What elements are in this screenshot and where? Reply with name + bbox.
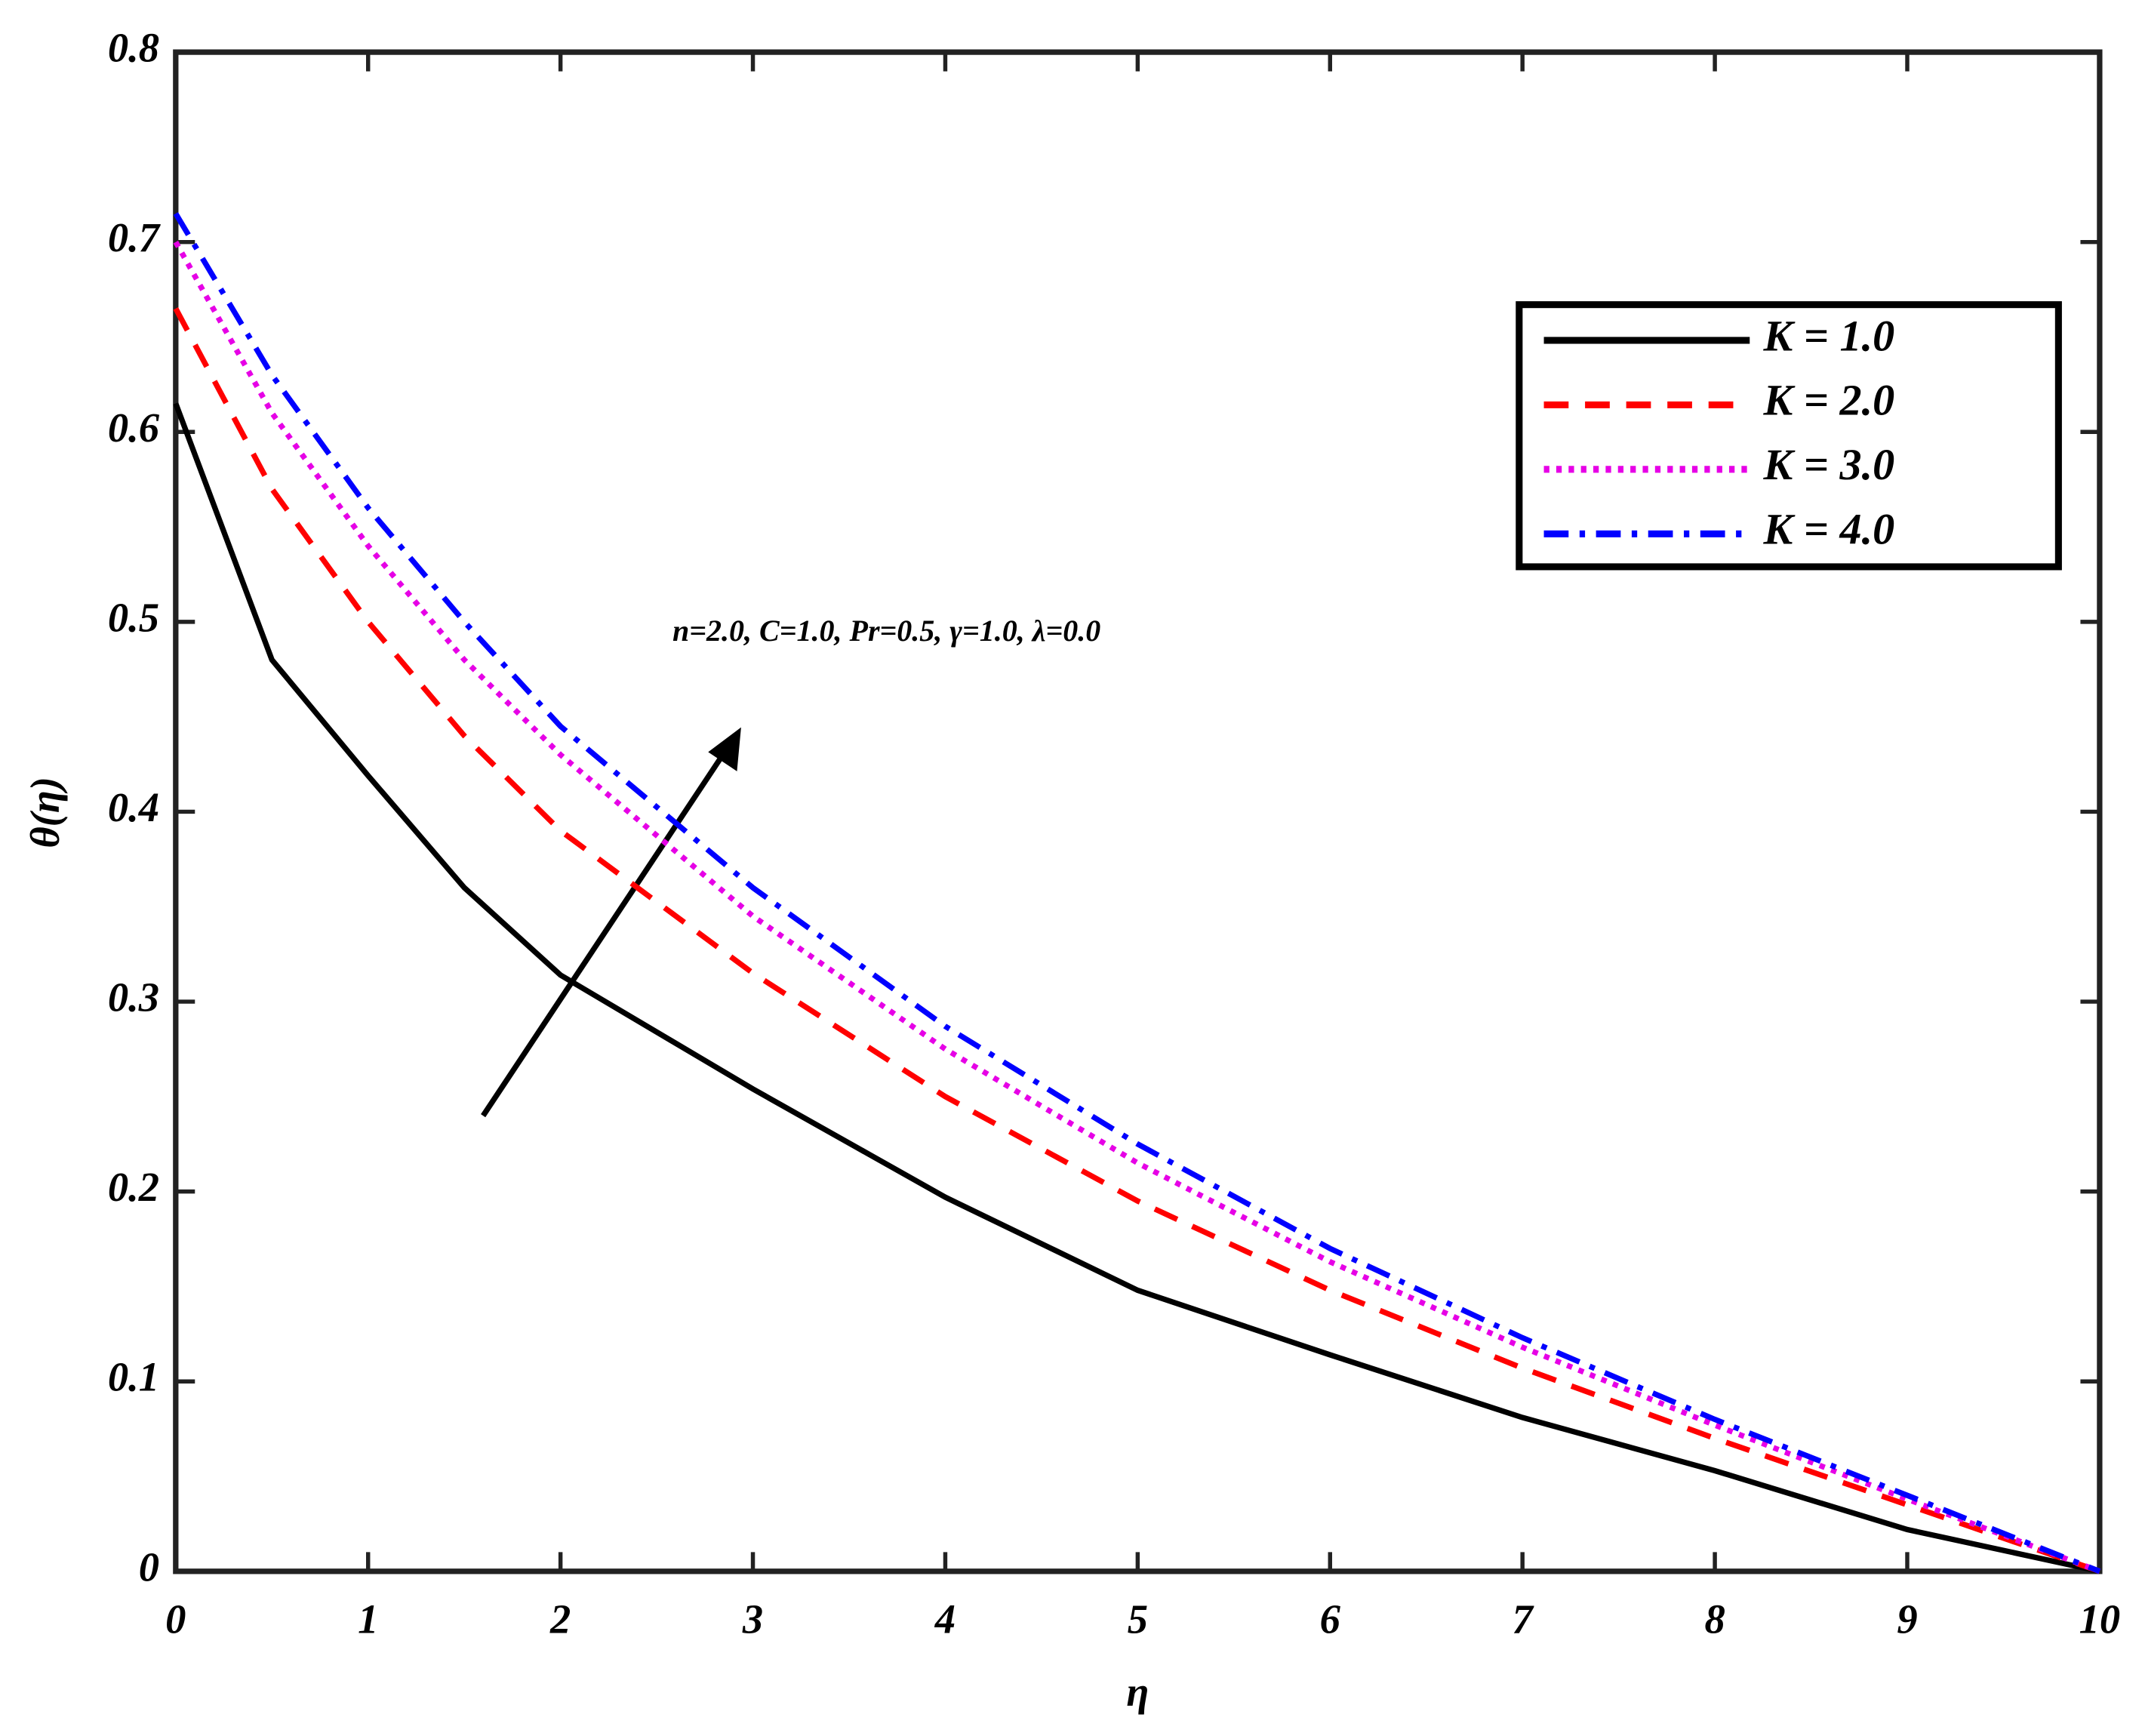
x-tick-label: 5 [1128, 1596, 1148, 1642]
x-tick-label: 6 [1320, 1596, 1341, 1642]
series-line [173, 212, 2101, 1574]
y-tick-label: 0.1 [108, 1354, 159, 1400]
y-tick-label: 0.2 [108, 1164, 159, 1210]
series-line [173, 307, 2101, 1574]
arrow-line [481, 746, 730, 1118]
x-tick-label: 3 [742, 1596, 763, 1642]
legend-label: K = 4.0 [1762, 505, 1894, 554]
x-tick-label: 10 [2079, 1596, 2121, 1642]
series-line [173, 402, 2100, 1574]
y-tick-label: 0.3 [108, 974, 159, 1020]
plot-frame [173, 49, 2103, 1574]
x-tick-label: 7 [1513, 1596, 1535, 1642]
y-tick-label: 0.6 [108, 405, 160, 451]
legend-label: K = 2.0 [1762, 376, 1894, 425]
x-tick-label: 1 [358, 1596, 378, 1642]
legend-label: K = 3.0 [1762, 440, 1894, 489]
legend-box [1516, 301, 2062, 571]
series-line [173, 240, 2101, 1574]
annotation: n=2.0, C=1.0, Pr=0.5, γ=1.0, λ=0.0 [672, 614, 1100, 648]
x-tick-label: 9 [1897, 1596, 1917, 1642]
y-axis-label: θ(η) [22, 777, 68, 848]
y-tick-label: 0 [139, 1544, 159, 1590]
y-tick-label: 0.4 [108, 784, 159, 830]
arrow-head [708, 727, 741, 771]
x-tick-label: 8 [1704, 1596, 1725, 1642]
x-tick-label: 0 [165, 1596, 186, 1642]
y-tick-label: 0.7 [108, 214, 162, 260]
y-tick-label: 0.8 [108, 25, 159, 71]
legend-label: K = 1.0 [1762, 311, 1894, 360]
y-tick-label: 0.5 [108, 594, 159, 640]
x-axis-label: η [1126, 1669, 1149, 1715]
x-tick-label: 4 [934, 1596, 956, 1642]
x-tick-label: 2 [549, 1596, 571, 1642]
